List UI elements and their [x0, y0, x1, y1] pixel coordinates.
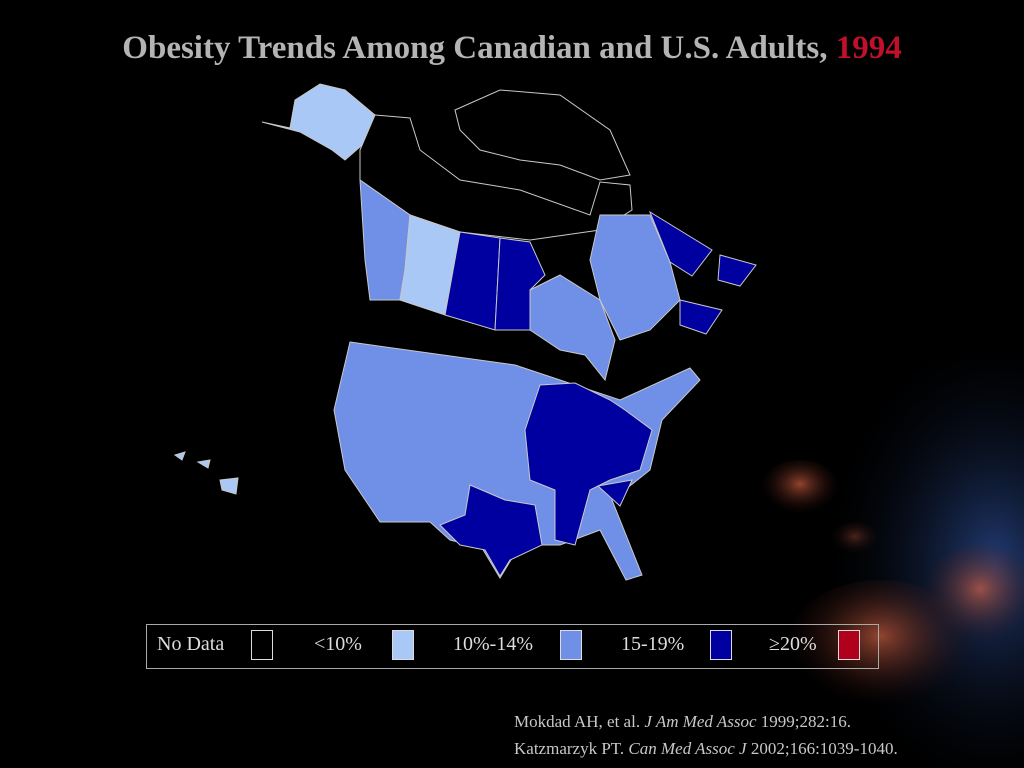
region	[648, 210, 713, 277]
title: Obesity Trends Among Canadian and U.S. A…	[0, 30, 1024, 67]
legend-label: <10%	[314, 633, 362, 655]
region	[589, 214, 681, 341]
region	[524, 382, 653, 546]
legend: No Data <10% 10%-14% 15-19% ≥20%	[146, 624, 879, 669]
citation: Mokdad AH, et al. J Am Med Assoc 1999;28…	[514, 712, 851, 732]
region	[173, 451, 186, 461]
legend-label: 15-19%	[621, 633, 685, 655]
region	[439, 484, 543, 577]
region	[454, 89, 631, 181]
legend-swatch	[251, 630, 273, 660]
region	[196, 459, 211, 469]
citation-details: 1999;282:16.	[760, 712, 851, 731]
legend-label: ≥20%	[769, 633, 817, 655]
legend-swatch	[560, 630, 582, 660]
region	[261, 83, 376, 161]
region	[399, 214, 461, 316]
title-text: Obesity Trends Among Canadian and U.S. A…	[122, 30, 828, 66]
citation-author: Katzmarzyk PT.	[514, 739, 625, 758]
jellyfish	[830, 522, 880, 558]
legend-label: 10%-14%	[453, 633, 533, 655]
region	[219, 477, 239, 495]
title-year: 1994	[835, 30, 902, 66]
legend-label: No Data	[157, 633, 225, 655]
legend-swatch	[710, 630, 732, 660]
legend-swatch	[392, 630, 414, 660]
region	[596, 479, 633, 507]
citation-journal: J Am Med Assoc	[644, 712, 757, 731]
region	[679, 299, 723, 335]
jellyfish	[760, 460, 840, 520]
citation: Katzmarzyk PT. Can Med Assoc J 2002;166:…	[514, 739, 898, 759]
region	[529, 274, 616, 382]
citation-author: Mokdad AH, et al.	[514, 712, 641, 731]
jellyfish	[920, 545, 1024, 655]
region	[717, 254, 757, 287]
citation-details: 2002;166:1039-1040.	[750, 739, 898, 758]
citation-journal: Can Med Assoc J	[628, 739, 747, 758]
legend-swatch	[838, 630, 860, 660]
